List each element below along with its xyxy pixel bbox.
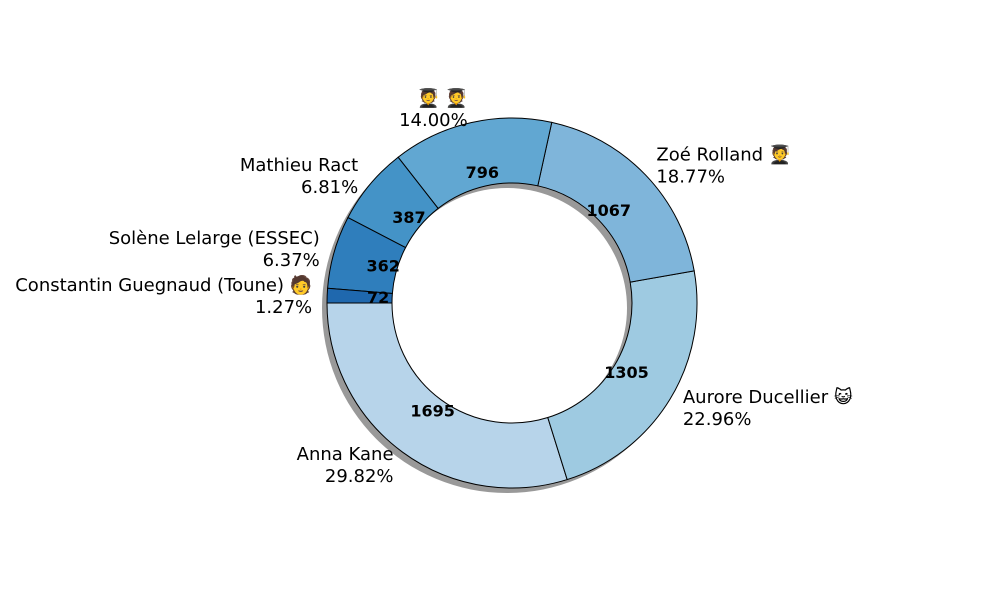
slice-outer-label: Anna Kane 29.82% bbox=[297, 444, 394, 487]
value-labels: 1695 1305 1067 796 387 362 72 bbox=[367, 163, 649, 421]
slice-percent-label: 1.27% bbox=[255, 297, 312, 318]
slice-value-label: 796 bbox=[466, 163, 499, 182]
slice-percent-label: 6.81% bbox=[301, 177, 358, 198]
slice-value-label: 72 bbox=[367, 288, 389, 307]
slice-value-label: 362 bbox=[367, 257, 400, 276]
slice-name-label: Aurore Ducellier 😺 bbox=[683, 386, 853, 408]
slice-name-label: Solène Lelarge (ESSEC) bbox=[109, 228, 320, 249]
slice-percent-label: 14.00% bbox=[399, 110, 468, 131]
slice-value-label: 1305 bbox=[604, 363, 649, 382]
slice-value-label: 387 bbox=[392, 208, 425, 227]
slice-name-label: Anna Kane bbox=[297, 444, 394, 465]
slice-percent-label: 29.82% bbox=[325, 466, 394, 487]
slice-name-label: 🧑‍🎓 🧑‍🎓 bbox=[417, 87, 468, 109]
donut-slice bbox=[326, 302, 568, 489]
donut-slices bbox=[326, 117, 698, 489]
slice-name-label: Constantin Guegnaud (Toune) 🧑 bbox=[15, 274, 312, 296]
donut-slice bbox=[326, 287, 393, 304]
slice-outer-label: Aurore Ducellier 😺 22.96% bbox=[683, 386, 853, 430]
slice-outer-label: 🧑‍🎓 🧑‍🎓 14.00% bbox=[399, 87, 468, 131]
slice-percent-label: 6.37% bbox=[263, 250, 320, 271]
slice-value-label: 1695 bbox=[410, 401, 455, 420]
slice-outer-label: Solène Lelarge (ESSEC) 6.37% bbox=[109, 228, 320, 271]
slice-outer-label: Zoé Rolland 🧑‍🎓 18.77% bbox=[656, 144, 791, 188]
slice-name-label: Zoé Rolland 🧑‍🎓 bbox=[656, 144, 791, 166]
outer-labels: Anna Kane 29.82% Aurore Ducellier 😺 22.96% Z… bbox=[15, 87, 853, 487]
slice-outer-label: Constantin Guegnaud (Toune) 🧑 1.27% bbox=[15, 274, 312, 318]
slice-value-label: 1067 bbox=[586, 201, 631, 220]
slice-outer-label: Mathieu Ract 6.81% bbox=[240, 155, 358, 198]
slice-percent-label: 18.77% bbox=[656, 167, 725, 188]
slice-name-label: Mathieu Ract bbox=[240, 155, 358, 176]
slice-percent-label: 22.96% bbox=[683, 409, 752, 430]
donut-slice bbox=[547, 270, 698, 481]
